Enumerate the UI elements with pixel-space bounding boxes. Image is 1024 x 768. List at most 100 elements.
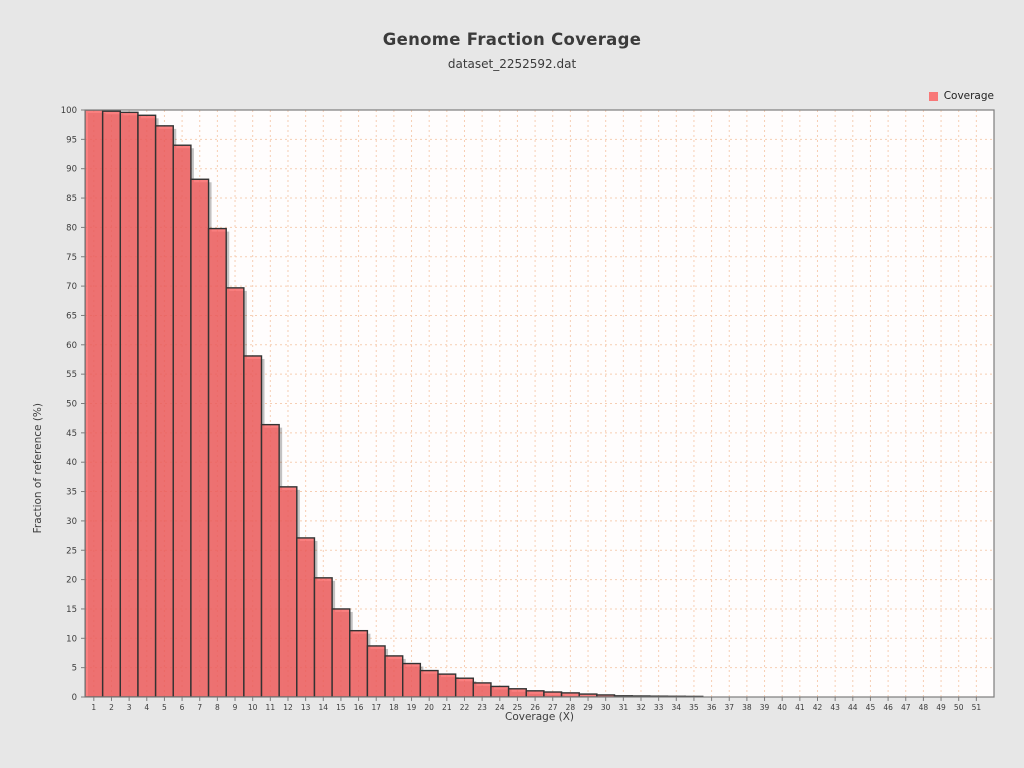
svg-text:17: 17 [371, 703, 381, 712]
x-axis-label: Coverage (X) [504, 711, 575, 723]
bar-coverage-12 [278, 486, 298, 697]
svg-text:18: 18 [389, 703, 399, 712]
svg-text:100: 100 [61, 106, 77, 116]
y-tick-labels: 0 5 10 15 20 25 30 35 40 45 50 55 60 65 70 75 80 85 90 95 10… [61, 106, 77, 703]
svg-text:20: 20 [66, 576, 77, 586]
svg-text:85: 85 [66, 194, 77, 204]
svg-text:50: 50 [66, 400, 77, 410]
svg-text:0: 0 [72, 693, 77, 703]
svg-text:51: 51 [972, 703, 982, 712]
svg-text:27: 27 [548, 703, 558, 712]
svg-text:44: 44 [848, 703, 858, 712]
svg-text:38: 38 [742, 703, 752, 712]
svg-text:11: 11 [266, 703, 276, 712]
svg-text:30: 30 [601, 703, 611, 712]
bar-coverage-7 [190, 178, 210, 697]
svg-text:95: 95 [66, 135, 77, 145]
svg-text:48: 48 [919, 703, 929, 712]
chart-subtitle: dataset_2252592.dat [447, 57, 577, 71]
bar-coverage-20 [419, 669, 439, 697]
svg-text:34: 34 [672, 703, 682, 712]
bar-coverage-6 [172, 144, 192, 697]
svg-text:26: 26 [530, 703, 540, 712]
svg-text:60: 60 [66, 341, 77, 351]
bar-coverage-14 [313, 577, 333, 697]
svg-text:31: 31 [619, 703, 629, 712]
bar-shadow [670, 699, 688, 700]
svg-text:42: 42 [813, 703, 823, 712]
bar-coverage-9 [225, 287, 245, 697]
x-tick-labels: 1 2 3 4 5 6 7 8 9 10 11 12 13 14 15 16 17 18 19 20 21 22 23 24 2… [91, 703, 981, 712]
bar-coverage-23 [472, 682, 492, 697]
page-title: Genome Fraction Coverage [382, 30, 642, 49]
svg-text:25: 25 [66, 546, 77, 556]
bar-coverage-19 [402, 662, 422, 697]
bar-coverage-16 [349, 629, 369, 697]
svg-text:70: 70 [66, 282, 77, 292]
bar-coverage-22 [454, 677, 475, 697]
bar-shadow [653, 699, 671, 700]
bar-coverage-18 [384, 655, 404, 697]
svg-text:43: 43 [830, 703, 840, 712]
bar-coverage-24 [490, 685, 510, 697]
bar-coverage-4 [137, 114, 157, 697]
tick-marks [81, 109, 977, 701]
svg-text:37: 37 [724, 703, 734, 712]
bar-shadow [688, 699, 706, 700]
svg-text:2: 2 [109, 703, 114, 712]
svg-text:75: 75 [66, 253, 77, 263]
bar-coverage-5 [154, 125, 174, 697]
bar-coverage-10 [243, 355, 263, 697]
svg-text:5: 5 [72, 664, 77, 674]
bar-coverage-25 [507, 688, 527, 697]
svg-text:14: 14 [319, 703, 329, 712]
bar-coverage-28 [560, 692, 580, 697]
bar-coverage-27 [543, 691, 563, 697]
svg-text:21: 21 [442, 703, 452, 712]
svg-text:20: 20 [424, 703, 434, 712]
bar-shadow [618, 699, 636, 700]
svg-text:15: 15 [66, 605, 77, 615]
svg-text:7: 7 [197, 703, 202, 712]
svg-text:10: 10 [248, 703, 258, 712]
svg-text:45: 45 [866, 703, 876, 712]
svg-text:22: 22 [460, 703, 470, 712]
svg-text:55: 55 [66, 370, 77, 380]
svg-text:46: 46 [883, 703, 893, 712]
svg-text:30: 30 [66, 517, 77, 527]
svg-text:1: 1 [91, 703, 96, 712]
svg-text:39: 39 [760, 703, 770, 712]
svg-text:40: 40 [777, 703, 787, 712]
bar-coverage-11 [260, 423, 280, 697]
bar-coverage-3 [119, 111, 139, 697]
svg-text:47: 47 [901, 703, 911, 712]
bar-shadow [635, 699, 653, 700]
svg-text:3: 3 [127, 703, 132, 712]
svg-text:49: 49 [936, 703, 946, 712]
svg-text:5: 5 [162, 703, 167, 712]
svg-text:36: 36 [707, 703, 717, 712]
bar-coverage-1 [85, 110, 104, 697]
legend: Coverage [928, 90, 994, 102]
bar-shadow [600, 698, 618, 700]
svg-text:8: 8 [215, 703, 220, 712]
svg-text:40: 40 [66, 458, 77, 468]
svg-text:16: 16 [354, 703, 364, 712]
svg-text:9: 9 [233, 703, 238, 712]
svg-text:35: 35 [66, 488, 77, 498]
svg-text:15: 15 [336, 703, 346, 712]
svg-text:23: 23 [477, 703, 487, 712]
svg-text:29: 29 [583, 703, 593, 712]
svg-text:33: 33 [654, 703, 664, 712]
bar-coverage-2 [101, 110, 122, 697]
svg-text:35: 35 [689, 703, 699, 712]
svg-text:45: 45 [66, 429, 77, 439]
svg-text:90: 90 [66, 165, 77, 175]
bar-coverage-17 [366, 645, 386, 697]
svg-text:10: 10 [66, 634, 77, 644]
legend-swatch-icon [928, 91, 938, 101]
svg-text:13: 13 [301, 703, 311, 712]
bar-coverage-21 [437, 673, 457, 697]
